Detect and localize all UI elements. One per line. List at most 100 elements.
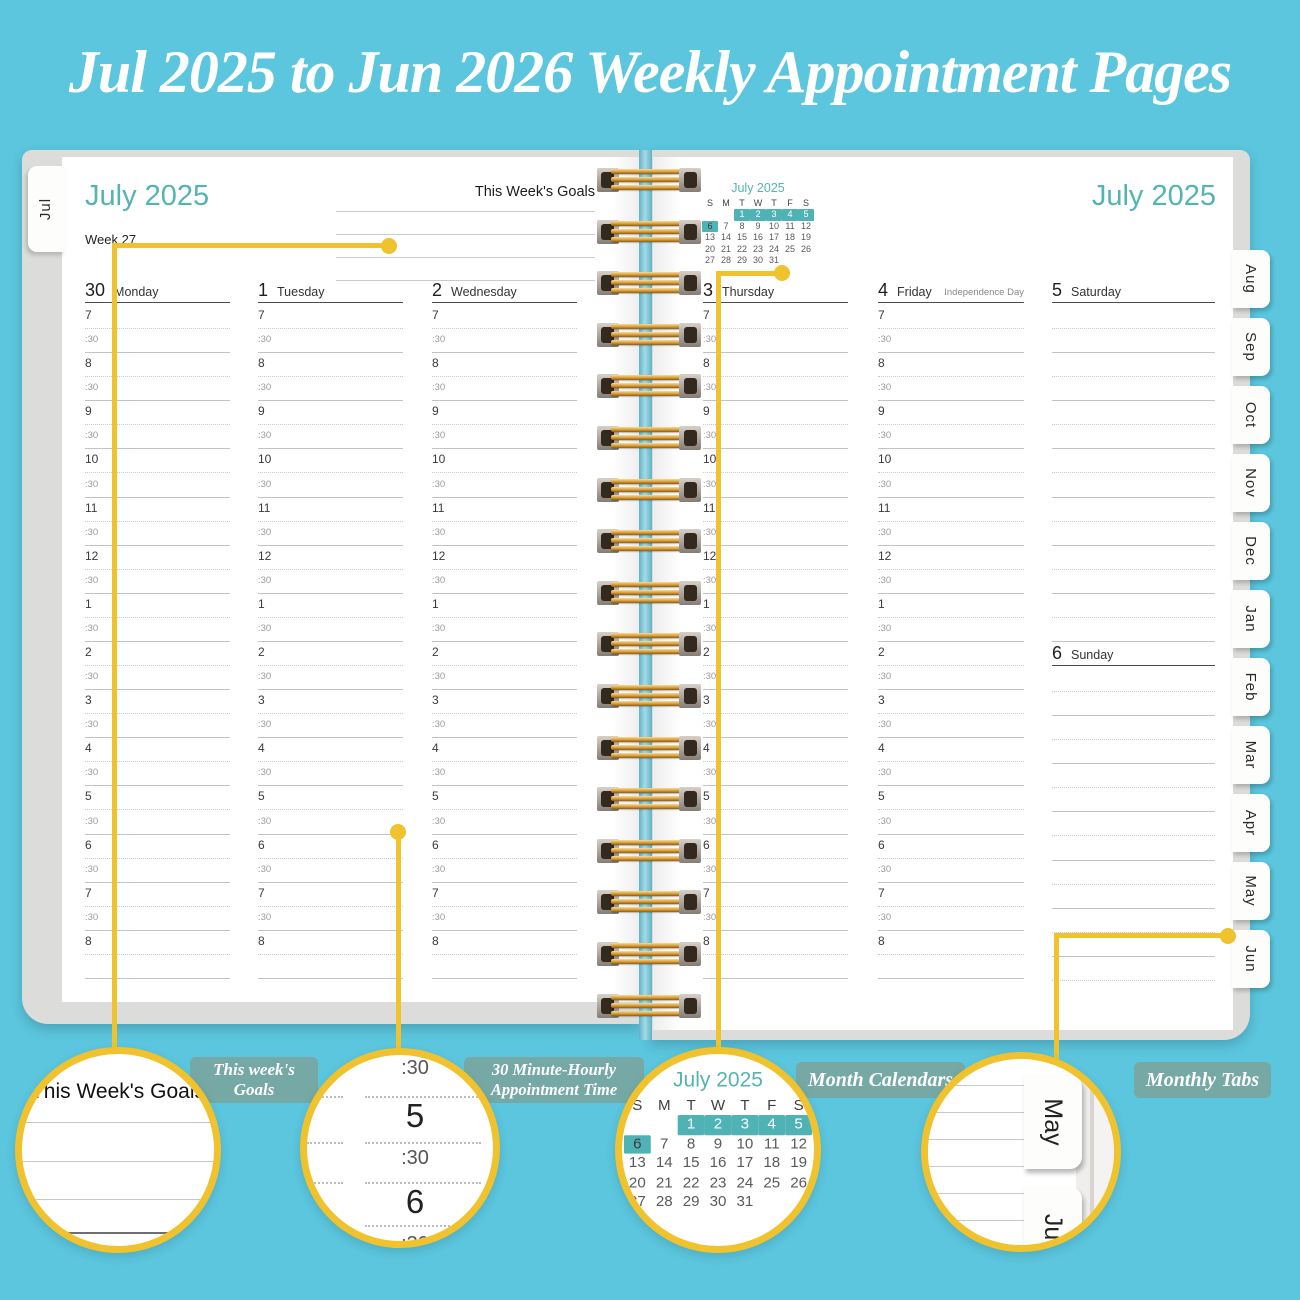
callout-circle-appointment: :30 5:30 6:30	[300, 1048, 500, 1248]
spiral-coil	[597, 477, 701, 502]
badge-appointment-line1: 30 Minute-Hourly	[491, 1060, 617, 1079]
day-header-sunday: 6 Sunday	[1052, 643, 1215, 666]
time-label: 4	[432, 741, 439, 756]
time-slot-row: 7	[258, 305, 403, 330]
time-slot-row: 11	[258, 498, 403, 522]
tabs-sample-tab-label: May	[1039, 1098, 1067, 1146]
coil-wire	[611, 494, 689, 500]
time-label: 1	[432, 596, 439, 611]
time-slot-row: :30	[258, 474, 403, 498]
appointment-sample-line	[365, 1142, 481, 1144]
time-label: 2	[432, 645, 439, 659]
time-slot-row: 6	[703, 835, 848, 859]
coil-end-right	[679, 684, 701, 708]
time-label: 10	[703, 452, 717, 467]
coil-wire	[611, 1002, 689, 1008]
coil-end-right	[679, 993, 701, 1018]
time-label: :30	[432, 430, 446, 442]
spiral-coil	[597, 374, 701, 399]
month-tab-label: Nov	[1242, 468, 1259, 498]
time-label: :30	[258, 815, 272, 827]
time-slot-row: :30	[258, 859, 403, 883]
weekday-label: F	[787, 198, 793, 208]
appointment-sample-line	[365, 1096, 481, 1098]
coil-wire	[611, 685, 689, 690]
time-label: :30	[878, 815, 892, 827]
time-slot-row: 8	[85, 353, 230, 378]
time-slot-row	[1052, 861, 1215, 885]
spiral-coil	[597, 787, 701, 812]
time-label: 5	[258, 789, 265, 804]
spiral-coil	[597, 993, 701, 1018]
time-slot-row: 11	[432, 498, 577, 522]
time-label: :30	[85, 863, 99, 875]
time-slot-row: 4	[85, 738, 230, 763]
date-cell: 28	[720, 254, 731, 265]
time-slot-row: 2	[258, 642, 403, 667]
time-slot-row: :30	[878, 474, 1024, 498]
time-label: :30	[258, 334, 272, 346]
time-label: 3	[258, 693, 265, 708]
tabs-sample-tab-jun: Jun	[1024, 1187, 1082, 1245]
time-slot-row: 8	[258, 353, 403, 378]
weekday-label: S	[802, 198, 809, 208]
time-label: :30	[703, 574, 717, 586]
time-slot-row: :30	[85, 907, 230, 931]
time-slot-row	[85, 955, 230, 979]
time-label: 8	[432, 356, 439, 371]
month-tab-label: Aug	[1242, 264, 1259, 294]
time-label: 8	[258, 356, 265, 371]
coil-wire	[611, 323, 689, 329]
time-slot-row: :30	[878, 714, 1024, 739]
day-name: Sunday	[1071, 648, 1114, 662]
month-tab-label: Sep	[1242, 332, 1259, 362]
date-cell: 17	[736, 1153, 754, 1171]
date-cell: 13	[628, 1153, 646, 1171]
time-label: 7	[432, 308, 439, 322]
weekday-label: S	[793, 1096, 804, 1114]
coil-end-right	[679, 168, 701, 192]
date-cell: 19	[800, 232, 811, 243]
mini-calendar-grid: S M T W T F S 1 2 3 4 5 6 7 8 9 10 11 12 13 14 15 16 17 18 19 20 21…	[700, 198, 816, 266]
coil-wire	[611, 994, 689, 1000]
coil-wire	[611, 375, 689, 381]
month-tab-oct: Oct	[1232, 386, 1270, 444]
date-cell: 5	[785, 1115, 813, 1135]
time-label: :30	[878, 334, 892, 346]
time-slot-row: :30	[878, 377, 1024, 402]
coil-wire	[611, 951, 689, 956]
month-tab-jul-label: Jul	[37, 197, 54, 221]
coil-end-right	[679, 942, 701, 966]
month-tab-may: May	[1232, 862, 1270, 920]
time-slot-row: 2	[85, 642, 230, 667]
time-label: :30	[258, 767, 272, 779]
callout-line-tabs	[1054, 933, 1226, 938]
time-slot-row: :30	[878, 425, 1024, 450]
time-slot-row: :30	[878, 618, 1024, 642]
time-label: 8	[85, 356, 92, 371]
time-label: :30	[703, 334, 717, 346]
mini-calendar-title: July 2025	[731, 181, 785, 195]
month-tab-jun: Jun	[1232, 930, 1270, 988]
coil-wire	[611, 788, 689, 794]
appointment-sample-line	[365, 1182, 481, 1184]
date-cell	[785, 1192, 812, 1211]
coil-wire	[611, 177, 689, 182]
date-cell: 17	[768, 232, 779, 243]
date-cell	[758, 1192, 785, 1211]
time-label: :30	[878, 430, 892, 442]
time-label: 3	[703, 693, 710, 708]
date-cell: 3	[731, 1115, 759, 1135]
time-slot-row: 5	[258, 786, 403, 811]
appointment-sample: :30 5:30 6:30	[307, 1055, 493, 1241]
time-label: :30	[432, 911, 446, 923]
time-slot-row	[878, 955, 1024, 979]
date-cell: 25	[784, 243, 795, 254]
date-cell: 14	[720, 232, 731, 243]
time-slot-row: 9	[878, 401, 1024, 426]
weekday-label: S	[632, 1096, 643, 1114]
time-label: 8	[703, 356, 710, 371]
time-label: 10	[878, 452, 892, 467]
date-cell: 31	[768, 254, 779, 265]
time-slot-row	[1052, 885, 1215, 909]
